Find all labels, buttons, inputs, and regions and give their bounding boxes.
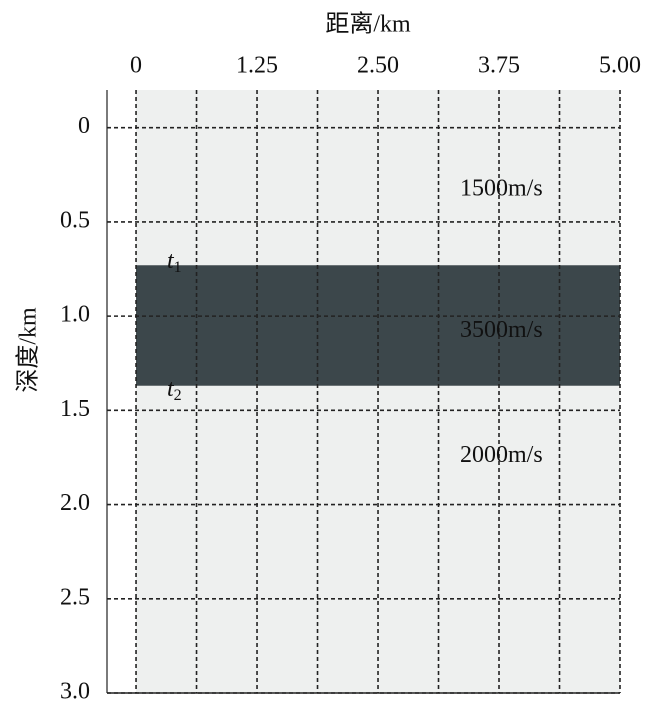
y-tick-label: 3.0 <box>60 679 90 705</box>
interface-label: t1 <box>167 248 182 276</box>
y-tick-label: 0 <box>78 113 90 139</box>
y-tick-label: 1.0 <box>60 302 90 328</box>
x-axis-title: 距离/km <box>325 11 411 38</box>
interface-index: 1 <box>174 259 182 276</box>
interface-label: t2 <box>167 375 182 403</box>
x-tick-label: 3.75 <box>478 53 520 79</box>
y-tick-label: 1.5 <box>60 396 90 422</box>
y-tick-label: 0.5 <box>60 207 90 233</box>
interface-name: t <box>167 248 175 274</box>
x-tick-label: 1.25 <box>236 53 278 79</box>
x-tick-label: 0 <box>130 53 142 79</box>
y-axis-title: 深度/km <box>15 307 42 393</box>
layer-label: 3500m/s <box>460 317 543 343</box>
interface-index: 2 <box>174 387 182 404</box>
x-tick-label: 5.00 <box>599 53 641 79</box>
y-tick-label: 2.0 <box>60 490 90 516</box>
interface-name: t <box>167 375 175 401</box>
x-tick-label: 2.50 <box>357 53 399 79</box>
layer <box>136 265 621 386</box>
layer-label: 2000m/s <box>460 442 543 468</box>
y-tick-label: 2.5 <box>60 584 90 610</box>
layer-label: 1500m/s <box>460 175 543 201</box>
